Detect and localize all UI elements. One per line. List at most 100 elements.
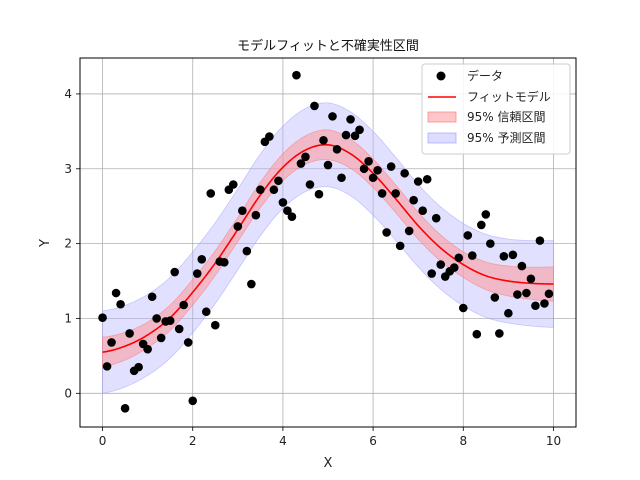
data-point (125, 329, 134, 338)
x-tick-label: 10 (546, 434, 561, 448)
data-point (382, 228, 391, 237)
legend-pi-label: 95% 予測区間 (467, 131, 546, 145)
data-point (206, 189, 216, 198)
data-point (242, 246, 252, 256)
data-point (107, 338, 116, 347)
data-point (233, 222, 243, 231)
data-point (495, 329, 504, 338)
data-point (535, 236, 545, 245)
data-point (472, 329, 482, 339)
data-point (395, 241, 405, 251)
data-point (413, 177, 423, 186)
data-point (359, 164, 369, 174)
x-tick-label: 8 (459, 434, 467, 448)
data-point (467, 251, 477, 260)
y-tick-label: 1 (64, 311, 72, 325)
data-point (111, 288, 121, 298)
data-point (328, 112, 337, 121)
data-point (364, 156, 373, 166)
data-point (278, 198, 288, 207)
data-point (350, 131, 360, 141)
data-point (310, 101, 319, 111)
data-point (531, 301, 540, 311)
data-point (418, 206, 427, 215)
data-point (517, 261, 527, 271)
y-tick-label: 4 (64, 87, 72, 101)
data-point (256, 185, 265, 195)
data-point (477, 220, 486, 230)
y-tick-label: 2 (64, 237, 72, 251)
data-point (219, 258, 229, 267)
data-point (323, 160, 333, 170)
legend-data-marker (436, 71, 446, 81)
data-point (346, 115, 355, 124)
data-point (404, 226, 414, 236)
data-point (454, 253, 464, 263)
fit-line (102, 143, 554, 353)
data-point (544, 289, 554, 299)
data-point (147, 292, 157, 302)
fit-line-path (102, 143, 554, 353)
data-point (188, 396, 198, 406)
data-point (152, 314, 161, 323)
legend-box (421, 63, 571, 155)
data-point (201, 307, 211, 317)
confidence-interval-band (102, 129, 554, 368)
data-point (192, 269, 202, 278)
data-point (481, 210, 491, 219)
data-point (283, 206, 292, 215)
data-point (522, 288, 531, 298)
data-point (540, 299, 549, 308)
data-point (116, 299, 125, 309)
data-point (98, 313, 107, 323)
data-point (391, 189, 400, 198)
data-point (422, 174, 432, 184)
data-point (165, 316, 175, 326)
x-tick-label: 4 (279, 434, 287, 448)
data-point (436, 260, 446, 269)
data-point (341, 130, 351, 140)
x-tick-label: 2 (189, 434, 197, 448)
data-points (98, 70, 554, 413)
data-point (377, 189, 387, 198)
data-point (319, 136, 328, 145)
data-point (490, 293, 500, 302)
data-point (120, 403, 130, 413)
data-point (296, 159, 306, 168)
x-axis-label: X (324, 456, 333, 471)
x-axis-ticks: 0 2 4 6 8 10 (99, 427, 561, 448)
data-point (368, 173, 378, 183)
data-point (449, 263, 459, 272)
data-point (134, 362, 143, 372)
data-point (409, 195, 418, 205)
data-point (229, 180, 238, 189)
x-tick-label: 0 (99, 434, 107, 448)
data-point (431, 213, 441, 223)
data-point (373, 165, 382, 175)
data-point (400, 168, 409, 178)
data-point (251, 210, 261, 220)
y-tick-label: 3 (64, 162, 72, 176)
data-point (265, 132, 274, 141)
legend: データ フィットモデル 95% 信頼区間 95% 予測区間 (421, 63, 571, 155)
data-point (274, 176, 283, 186)
data-point (508, 250, 518, 260)
plot-frame (79, 57, 577, 428)
data-point (179, 300, 189, 310)
data-point (143, 344, 152, 354)
data-point (197, 255, 207, 264)
data-point (210, 320, 220, 330)
data-point (292, 70, 301, 80)
confidence-interval-area (102, 129, 554, 368)
legend-pi-patch (427, 132, 457, 144)
y-tick-label: 0 (64, 386, 72, 400)
data-point (301, 152, 310, 162)
data-point (427, 269, 437, 278)
data-point (332, 145, 342, 154)
data-point (314, 189, 324, 199)
legend-data-label: データ (467, 68, 503, 83)
data-point (458, 303, 468, 313)
data-point (463, 231, 473, 240)
data-point (386, 162, 396, 171)
